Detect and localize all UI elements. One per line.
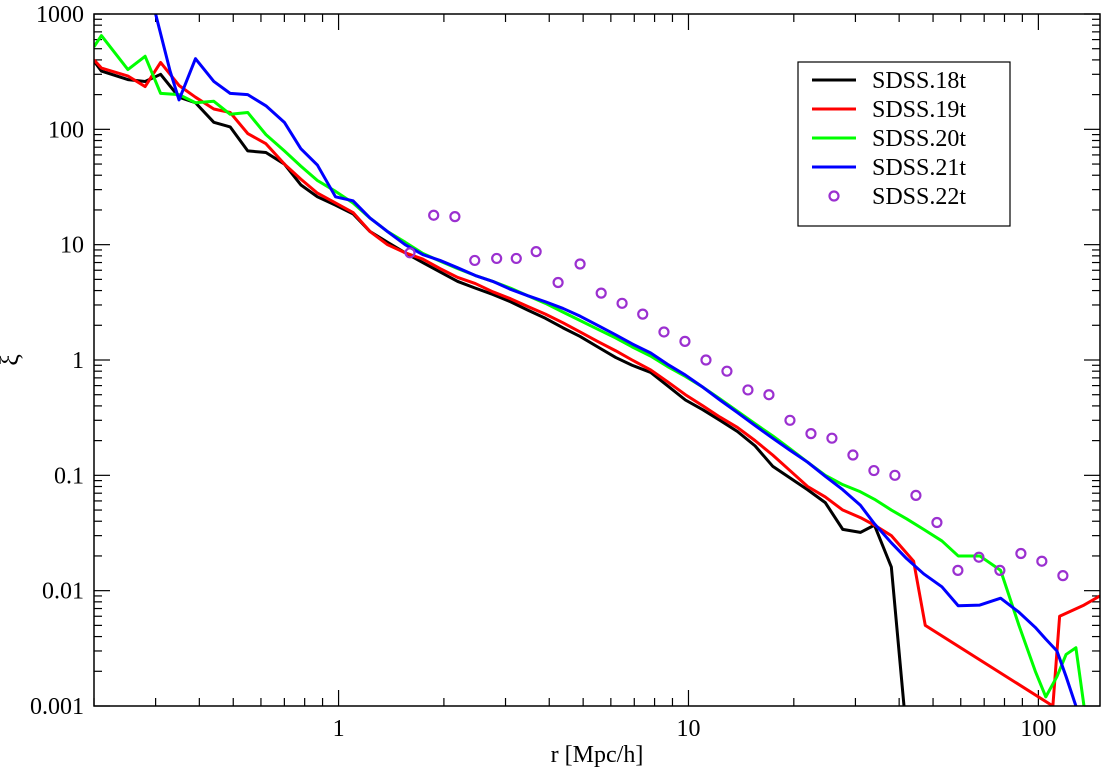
legend-label-sdss-22t: SDSS.22t <box>872 184 966 210</box>
y-tick-label: 0.01 <box>42 579 84 605</box>
data-point-sdss-22t <box>449 211 461 223</box>
y-tick-label: 0.001 <box>30 694 84 720</box>
data-point-sdss-22t <box>973 551 985 563</box>
data-point-sdss-22t <box>700 354 712 366</box>
x-tick-label: 1 <box>333 716 345 742</box>
series-line-sdss-19t <box>94 58 1100 706</box>
legend-box <box>797 61 1011 227</box>
data-point-sdss-22t <box>826 432 838 444</box>
legend-label-sdss-18t: SDSS.18t <box>872 68 966 94</box>
data-point-sdss-22t <box>510 252 522 265</box>
data-point-sdss-22t <box>637 308 649 320</box>
legend-label-sdss-21t: SDSS.21t <box>872 155 966 181</box>
y-tick-label: 10 <box>60 233 84 259</box>
data-point-sdss-22t <box>763 389 775 401</box>
data-point-sdss-22t <box>469 254 481 267</box>
data-point-sdss-22t <box>552 276 564 289</box>
data-point-sdss-22t <box>910 489 922 501</box>
data-point-sdss-22t <box>994 564 1006 576</box>
series-layer <box>94 14 1100 706</box>
data-point-sdss-22t <box>574 258 586 270</box>
series-line-sdss-21t <box>154 14 1078 706</box>
data-point-sdss-22t <box>868 464 880 477</box>
data-point-sdss-22t <box>1015 547 1027 560</box>
axis-ticks <box>93 13 1100 707</box>
y-tick-label: 1 <box>72 348 84 374</box>
data-point-sdss-22t <box>1036 555 1048 567</box>
data-point-sdss-22t <box>847 449 859 461</box>
legend-marker-sdss-22t <box>828 190 840 202</box>
data-point-sdss-22t <box>404 247 416 259</box>
y-tick-label: 1000 <box>36 2 84 28</box>
legend: SDSS.18t SDSS.19t SDSS.20t SDSS.21t SDSS.22t <box>797 61 1011 227</box>
data-point-sdss-22t <box>721 365 733 377</box>
plot-frame <box>93 13 1101 707</box>
y-axis-label: ξ <box>0 354 24 366</box>
data-point-sdss-22t <box>595 287 607 299</box>
data-point-sdss-22t <box>679 335 691 347</box>
data-point-sdss-22t <box>616 297 628 309</box>
x-tick-label: 100 <box>1020 716 1056 742</box>
series-sdss-22t <box>404 209 1069 582</box>
data-point-sdss-22t <box>889 469 901 481</box>
legend-label-sdss-20t: SDSS.20t <box>872 126 966 152</box>
legend-label-sdss-19t: SDSS.19t <box>872 97 966 123</box>
data-point-sdss-22t <box>491 252 503 265</box>
series-line-sdss-18t <box>94 60 906 706</box>
data-point-sdss-22t <box>428 209 440 221</box>
tick-labels: 1 10 100 0.001 0.01 0.1 1 10 100 1000 <box>30 2 1056 742</box>
data-point-sdss-22t <box>1057 570 1069 582</box>
data-point-sdss-22t <box>931 516 943 529</box>
x-axis-label: r [Mpc/h] <box>551 742 644 768</box>
data-point-sdss-22t <box>742 384 754 396</box>
x-tick-label: 10 <box>676 716 700 742</box>
data-point-sdss-22t <box>658 326 670 338</box>
data-point-sdss-22t <box>530 246 542 258</box>
y-tick-label: 100 <box>48 117 84 143</box>
data-point-sdss-22t <box>784 414 796 426</box>
y-tick-label: 0.1 <box>54 463 84 489</box>
data-point-sdss-22t <box>952 564 964 576</box>
series-line-sdss-20t <box>94 34 1086 706</box>
data-point-sdss-22t <box>805 428 817 440</box>
